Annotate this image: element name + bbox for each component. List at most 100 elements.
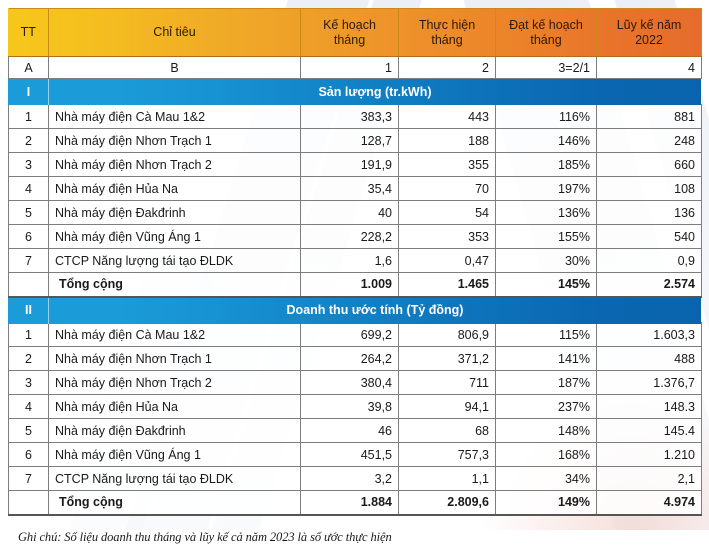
row-cumulative-year: 488: [596, 346, 702, 371]
row-monthly-actual: 188: [398, 128, 496, 153]
column-header-monthly-actual-line2: tháng: [431, 32, 463, 47]
row-monthly-plan: 46: [300, 418, 399, 443]
row-indicator-name: CTCP Năng lượng tái tạo ĐLDK: [48, 248, 301, 273]
index-monthly-actual: 2: [398, 56, 496, 79]
column-header-monthly-plan-line2: tháng: [333, 32, 366, 47]
index-plan-achievement: 3=2/1: [495, 56, 597, 79]
row-monthly-plan: 3,2: [300, 466, 399, 491]
row-indicator-name: Nhà máy điện Cà Mau 1&2: [48, 322, 301, 347]
header-row: TT Chỉ tiêu Kế hoạch tháng Thực hiện thá…: [8, 8, 702, 57]
column-header-cumulative-year: Lũy kế năm 2022: [596, 8, 702, 57]
row-plan-achievement: 116%: [495, 104, 597, 129]
table-row: 5 Nhà máy điện Đakđrinh 40 54 136% 136: [8, 200, 702, 225]
section-header-row: I Sản lượng (tr.kWh): [7, 79, 702, 105]
row-monthly-actual: 70: [398, 176, 496, 201]
row-monthly-plan: 1,6: [300, 248, 399, 273]
row-indicator-name: Nhà máy điện Cà Mau 1&2: [48, 104, 301, 129]
section-number: I: [7, 79, 701, 105]
total-cumulative-year: 2.574: [596, 272, 702, 298]
section-divider: [47, 79, 49, 105]
row-monthly-actual: 443: [398, 104, 496, 129]
total-monthly-actual: 1.465: [398, 272, 496, 298]
section-title: Doanh thu ước tính (Tỷ đồng): [49, 297, 702, 323]
row-monthly-plan: 128,7: [300, 128, 399, 153]
row-monthly-actual: 94,1: [398, 394, 496, 419]
row-indicator-name: Nhà máy điện Đakđrinh: [48, 418, 301, 443]
total-row-number: [8, 490, 49, 516]
table-row: 6 Nhà máy điện Vũng Áng 1 228,2 353 155% 540: [8, 224, 702, 249]
footnote: Ghi chú: Số liệu doanh thu tháng và lũy …: [18, 529, 392, 544]
row-number: 1: [8, 104, 49, 129]
row-number: 5: [8, 200, 49, 225]
row-number: 3: [8, 370, 49, 395]
section-number-label: II: [25, 302, 32, 317]
row-cumulative-year: 660: [596, 152, 702, 177]
table-row: 5 Nhà máy điện Đakđrinh 46 68 148% 145.4: [8, 418, 702, 443]
table-body: I Sản lượng (tr.kWh) 1 Nhà máy điện Cà Mau …: [7, 79, 702, 516]
total-cumulative-year: 4.974: [596, 490, 702, 516]
row-cumulative-year: 1.210: [596, 442, 702, 467]
row-cumulative-year: 881: [596, 104, 702, 129]
total-row: Tổng cộng 1.884 2.809,6 149% 4.974: [8, 490, 702, 516]
total-label: Tổng cộng: [48, 490, 301, 516]
table-row: 1 Nhà máy điện Cà Mau 1&2 383,3 443 116% 881: [8, 104, 702, 129]
index-tt: A: [8, 56, 49, 79]
row-plan-achievement: 136%: [495, 200, 597, 225]
column-header-tt: TT: [8, 8, 49, 57]
column-header-cumulative-year-line1: Lũy kế năm: [616, 18, 682, 33]
total-monthly-actual: 2.809,6: [398, 490, 496, 516]
row-plan-achievement: 141%: [495, 346, 597, 371]
column-header-monthly-actual: Thực hiện tháng: [398, 8, 496, 57]
section-number-label: I: [26, 84, 31, 99]
row-cumulative-year: 108: [596, 176, 702, 201]
column-header-monthly-plan: Kế hoạch tháng: [300, 8, 399, 57]
row-number: 3: [8, 152, 49, 177]
row-cumulative-year: 248: [596, 128, 702, 153]
row-monthly-actual: 54: [398, 200, 496, 225]
row-cumulative-year: 540: [596, 224, 702, 249]
table-row: 1 Nhà máy điện Cà Mau 1&2 699,2 806,9 115% 1.…: [8, 322, 702, 347]
row-monthly-actual: 371,2: [398, 346, 496, 371]
row-indicator-name: Nhà máy điện Nhơn Trạch 1: [48, 346, 301, 371]
table-row: 6 Nhà máy điện Vũng Áng 1 451,5 757,3 168% 1.…: [8, 442, 702, 467]
table-row: 4 Nhà máy điện Hủa Na 35,4 70 197% 108: [8, 176, 702, 201]
table-row: 3 Nhà máy điện Nhơn Trạch 2 191,9 355 185% 66…: [8, 152, 702, 177]
total-row: Tổng cộng 1.009 1.465 145% 2.574: [8, 272, 702, 298]
row-plan-achievement: 237%: [495, 394, 597, 419]
row-plan-achievement: 115%: [495, 322, 597, 347]
row-number: 6: [8, 442, 49, 467]
row-indicator-name: CTCP Năng lượng tái tạo ĐLDK: [48, 466, 301, 491]
table-row: 4 Nhà máy điện Hủa Na 39,8 94,1 237% 148.3: [8, 394, 702, 419]
column-header-indicator: Chỉ tiêu: [48, 8, 301, 57]
row-indicator-name: Nhà máy điện Nhơn Trạch 2: [48, 152, 301, 177]
row-plan-achievement: 148%: [495, 418, 597, 443]
performance-table: TT Chỉ tiêu Kế hoạch tháng Thực hiện thá…: [7, 8, 702, 516]
row-cumulative-year: 1.603,3: [596, 322, 702, 347]
index-monthly-plan: 1: [300, 56, 399, 79]
table-header: TT Chỉ tiêu Kế hoạch tháng Thực hiện thá…: [8, 8, 702, 79]
row-plan-achievement: 30%: [495, 248, 597, 273]
total-monthly-plan: 1.009: [300, 272, 399, 298]
table-row: 7 CTCP Năng lượng tái tạo ĐLDK 3,2 1,1 34% 2,…: [8, 466, 702, 491]
section-title-label: Doanh thu ước tính (Tỷ đồng): [286, 302, 464, 317]
row-monthly-actual: 68: [398, 418, 496, 443]
row-indicator-name: Nhà máy điện Hủa Na: [48, 394, 301, 419]
column-header-plan-achievement: Đạt kế hoạch tháng: [495, 8, 597, 57]
total-plan-achievement: 145%: [495, 272, 597, 298]
row-monthly-plan: 699,2: [300, 322, 399, 347]
row-monthly-actual: 1,1: [398, 466, 496, 491]
column-header-plan-achievement-line2: tháng: [530, 32, 562, 47]
row-monthly-plan: 383,3: [300, 104, 399, 129]
total-plan-achievement: 149%: [495, 490, 597, 516]
row-monthly-actual: 353: [398, 224, 496, 249]
row-plan-achievement: 187%: [495, 370, 597, 395]
row-monthly-plan: 264,2: [300, 346, 399, 371]
row-number: 2: [8, 346, 49, 371]
row-plan-achievement: 168%: [495, 442, 597, 467]
table-row: 2 Nhà máy điện Nhơn Trạch 1 128,7 188 146% 24…: [8, 128, 702, 153]
row-indicator-name: Nhà máy điện Vũng Áng 1: [48, 224, 301, 249]
row-indicator-name: Nhà máy điện Vũng Áng 1: [48, 442, 301, 467]
row-indicator-name: Nhà máy điện Nhơn Trạch 1: [48, 128, 301, 153]
section-gradient: [7, 79, 701, 105]
